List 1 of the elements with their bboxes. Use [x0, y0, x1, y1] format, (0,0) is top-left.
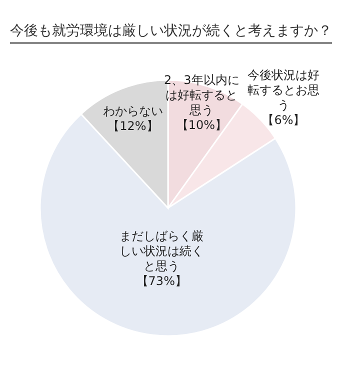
title: 今後も就労環境は厳しい状況が続くと考えますか？ [10, 22, 332, 44]
